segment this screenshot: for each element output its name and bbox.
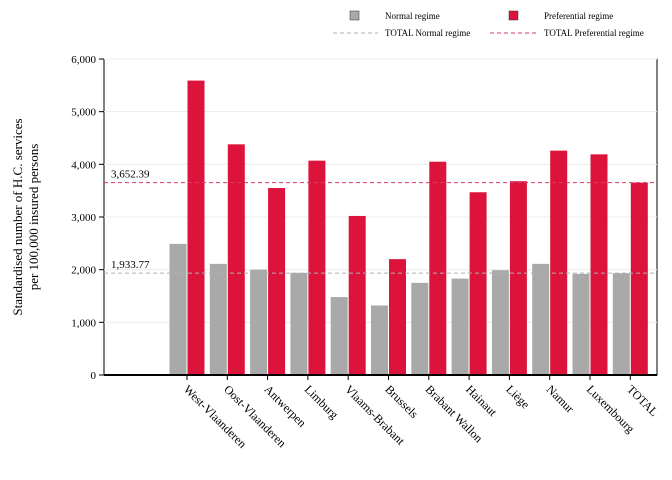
y-axis-label-line-1: Standardised number of H.C. services	[10, 118, 25, 315]
legend-swatch-preferential	[508, 10, 519, 21]
legend-label-total-preferential: TOTAL Preferential regime	[544, 28, 644, 38]
bar-normal	[532, 263, 550, 375]
y-tick-label: 3,000	[71, 212, 96, 224]
bar-preferential	[348, 215, 366, 375]
bar-preferential	[509, 181, 527, 375]
legend-label-preferential: Preferential regime	[544, 11, 613, 21]
bar-normal	[451, 278, 469, 375]
bar-preferential	[389, 259, 406, 375]
x-tick-label: TOTAL	[624, 382, 661, 419]
x-tick-label: Limburg	[302, 382, 341, 421]
bar-preferential	[550, 150, 568, 375]
x-tick-label: Hainaut	[463, 382, 500, 419]
bar-preferential	[630, 182, 648, 375]
y-tick-label: 2,000	[71, 265, 96, 277]
reference-label-total-preferential: 3,652.39	[111, 169, 150, 181]
x-tick-label: Liège	[503, 382, 532, 411]
bar-normal	[371, 305, 388, 375]
y-tick-label: 1,000	[71, 317, 96, 329]
bar-preferential	[227, 144, 245, 375]
bar-normal	[250, 269, 268, 375]
plot-area: 01,0002,0003,0004,0005,0006,000West-Vlaa…	[71, 54, 661, 451]
reference-label-total-normal: 1,933.77	[111, 259, 150, 271]
bar-preferential	[429, 161, 447, 375]
bar-preferential	[268, 188, 286, 375]
bar-normal	[491, 270, 509, 375]
y-axis-label-line-2: per 100,000 insured persons	[26, 144, 41, 291]
x-tick-label: Brussels	[382, 382, 421, 421]
y-tick-label: 4,000	[71, 159, 96, 171]
bar-preferential	[590, 154, 608, 375]
legend-swatch-normal	[349, 10, 360, 21]
bar-preferential	[469, 192, 487, 375]
bar-normal	[612, 273, 630, 375]
legend-label-total-normal: TOTAL Normal regime	[385, 28, 470, 38]
y-tick-label: 5,000	[71, 107, 96, 119]
legend: Normal regime Preferential regime TOTAL …	[333, 10, 644, 38]
bar-normal	[572, 273, 590, 375]
x-tick-label: Namur	[544, 382, 577, 415]
legend-label-normal: Normal regime	[385, 11, 440, 21]
y-tick-label: 6,000	[71, 54, 96, 66]
bar-normal	[290, 272, 308, 375]
y-tick-label: 0	[91, 370, 97, 382]
bar-normal	[411, 282, 429, 375]
bar-preferential	[308, 160, 326, 375]
bar-preferential	[187, 80, 205, 376]
bar-normal	[209, 263, 227, 375]
bar-normal	[169, 243, 187, 375]
bar-normal	[330, 297, 348, 375]
